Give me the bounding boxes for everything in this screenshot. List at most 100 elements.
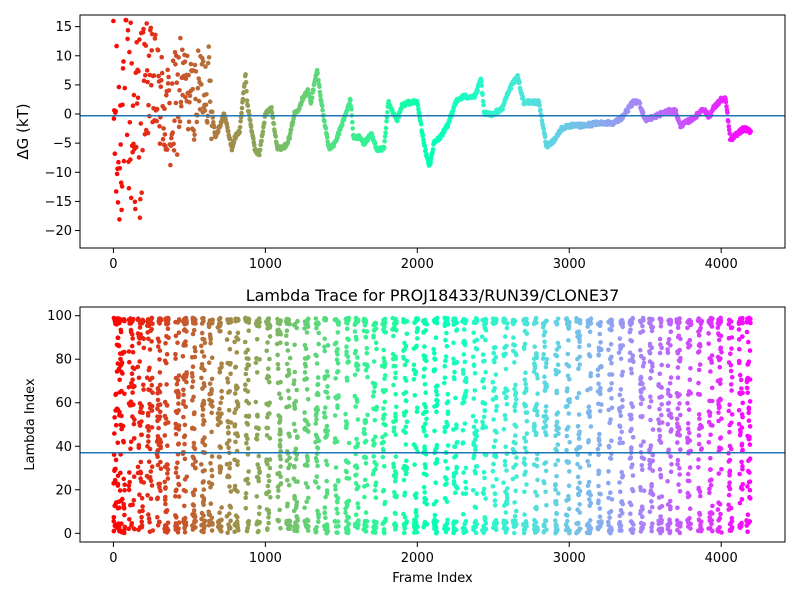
lambda-point: [119, 426, 124, 432]
lambda-point: [608, 386, 614, 392]
delta-g-point: [112, 151, 118, 156]
lambda-point: [157, 348, 163, 353]
lambda-point: [648, 417, 653, 423]
y-tick-label: −15: [45, 195, 72, 210]
lambda-point: [695, 318, 701, 324]
delta-g-point: [117, 217, 122, 222]
lambda-point: [666, 337, 672, 342]
lambda-point: [686, 318, 692, 323]
lambda-point: [136, 375, 142, 381]
lambda-point: [493, 395, 499, 401]
lambda-point: [687, 515, 692, 521]
lambda-point: [256, 528, 261, 534]
lambda-point: [649, 504, 655, 510]
lambda-point: [336, 393, 341, 398]
lambda-point: [412, 320, 417, 326]
lambda-point: [155, 434, 161, 439]
lambda-point: [284, 328, 290, 334]
lambda-point: [323, 515, 328, 521]
delta-g-point: [111, 18, 116, 24]
lambda-point: [381, 530, 387, 536]
lambda-point: [483, 337, 488, 343]
delta-g-point: [166, 88, 172, 93]
lambda-point: [677, 466, 682, 471]
lambda-point: [255, 412, 260, 418]
lambda-point: [534, 457, 540, 462]
lambda-point: [265, 425, 271, 431]
lambda-point: [575, 461, 580, 467]
lambda-point: [577, 510, 583, 515]
y-tick-label: 100: [47, 309, 72, 324]
lambda-point: [293, 456, 299, 462]
lambda-point: [555, 316, 561, 322]
lambda-point: [374, 519, 379, 525]
lambda-point: [336, 319, 341, 325]
lambda-point: [665, 347, 670, 352]
lambda-point: [423, 390, 429, 396]
lambda-point: [294, 514, 299, 519]
lambda-point: [553, 499, 558, 504]
lambda-panel: Lambda Trace for PROJ18433/RUN39/CLONE37…: [23, 286, 786, 586]
delta-g-point: [191, 128, 196, 133]
lambda-point: [181, 377, 187, 382]
lambda-point: [728, 527, 733, 533]
lambda-point: [303, 376, 309, 382]
lambda-point: [219, 364, 224, 370]
lambda-point: [362, 520, 368, 526]
lambda-point: [353, 348, 359, 354]
lambda-point: [371, 443, 376, 448]
lambda-point: [657, 395, 662, 400]
lambda-point: [306, 495, 311, 501]
lambda-point: [503, 526, 509, 532]
delta-g-point: [125, 28, 131, 33]
lambda-point: [687, 465, 693, 470]
lambda-point: [638, 443, 644, 448]
lambda-point: [421, 374, 427, 379]
lambda-point: [675, 325, 681, 331]
lambda-point: [553, 352, 558, 358]
delta-g-point: [145, 79, 150, 85]
lambda-point: [599, 347, 604, 353]
lambda-point: [423, 433, 429, 439]
lambda-point: [126, 384, 132, 390]
lambda-point: [647, 404, 652, 410]
delta-g-point: [372, 141, 378, 146]
lambda-point: [173, 333, 179, 339]
lambda-point: [401, 477, 407, 483]
lambda-point: [609, 405, 615, 411]
lambda-point: [451, 375, 457, 380]
delta-g-point: [118, 180, 124, 185]
lambda-point: [135, 331, 141, 336]
lambda-point: [265, 316, 271, 322]
lambda-point: [716, 401, 721, 407]
lambda-point: [522, 512, 527, 517]
delta-g-point: [117, 166, 123, 171]
lambda-point: [668, 343, 673, 348]
lambda-point: [452, 369, 457, 375]
lambda-point: [163, 421, 168, 426]
lambda-point: [503, 500, 509, 505]
lambda-point: [696, 367, 702, 373]
delta-g-point: [244, 88, 249, 94]
lambda-point: [586, 343, 592, 348]
lambda-point: [285, 478, 290, 483]
lambda-point: [381, 406, 386, 411]
lambda-point: [740, 334, 745, 340]
lambda-point: [293, 446, 299, 452]
lambda-point: [522, 402, 528, 408]
lambda-point: [117, 409, 122, 415]
lambda-point: [227, 461, 233, 466]
lambda-point: [314, 524, 319, 530]
delta-g-point: [517, 80, 522, 85]
lambda-point: [257, 470, 262, 476]
lambda-point: [556, 425, 561, 431]
lambda-point: [577, 526, 583, 532]
delta-g-point: [269, 110, 275, 115]
lambda-point: [234, 431, 240, 436]
lambda-point: [303, 481, 309, 486]
delta-g-point: [500, 107, 506, 112]
lambda-point: [588, 386, 593, 391]
lambda-point: [267, 457, 273, 462]
lambda-point: [256, 465, 262, 471]
lambda-point: [587, 489, 592, 495]
